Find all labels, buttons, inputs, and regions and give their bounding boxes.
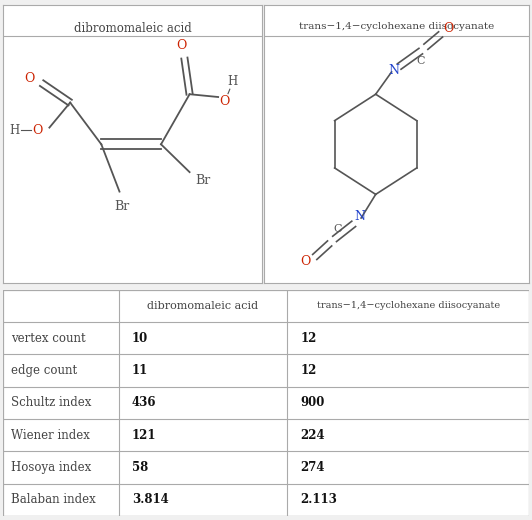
Text: Schultz index: Schultz index <box>11 396 91 409</box>
Text: O: O <box>443 22 454 35</box>
Text: H: H <box>227 75 238 88</box>
Text: 274: 274 <box>300 461 325 474</box>
Text: Wiener index: Wiener index <box>11 428 89 441</box>
Text: Br: Br <box>114 200 130 213</box>
Text: trans−1,4−cyclohexane diisocyanate: trans−1,4−cyclohexane diisocyanate <box>299 22 495 31</box>
Text: dibromomaleic acid: dibromomaleic acid <box>147 301 259 311</box>
Text: 224: 224 <box>300 428 325 441</box>
Text: C: C <box>417 56 425 66</box>
Text: H: H <box>9 124 20 137</box>
Text: O: O <box>300 255 311 268</box>
Text: 58: 58 <box>132 461 148 474</box>
Text: O: O <box>177 39 187 52</box>
Text: dibromomaleic acid: dibromomaleic acid <box>73 22 192 35</box>
Text: C: C <box>333 224 342 234</box>
Text: 2.113: 2.113 <box>300 493 337 506</box>
Text: 10: 10 <box>132 332 148 345</box>
Text: O: O <box>24 72 35 85</box>
Text: O: O <box>219 95 230 108</box>
Text: Balaban index: Balaban index <box>11 493 95 506</box>
Text: vertex count: vertex count <box>11 332 85 345</box>
Text: O: O <box>32 124 43 137</box>
FancyBboxPatch shape <box>3 290 529 516</box>
Text: Br: Br <box>195 174 210 187</box>
Text: 11: 11 <box>132 364 148 377</box>
Text: 12: 12 <box>300 364 317 377</box>
Text: edge count: edge count <box>11 364 77 377</box>
Text: 12: 12 <box>300 332 317 345</box>
Text: 121: 121 <box>132 428 156 441</box>
Text: trans−1,4−cyclohexane diisocyanate: trans−1,4−cyclohexane diisocyanate <box>317 301 500 310</box>
Text: 3.814: 3.814 <box>132 493 169 506</box>
Text: 900: 900 <box>300 396 325 409</box>
Text: 436: 436 <box>132 396 156 409</box>
Text: N: N <box>354 210 365 223</box>
Text: N: N <box>389 64 400 77</box>
Text: Hosoya index: Hosoya index <box>11 461 91 474</box>
